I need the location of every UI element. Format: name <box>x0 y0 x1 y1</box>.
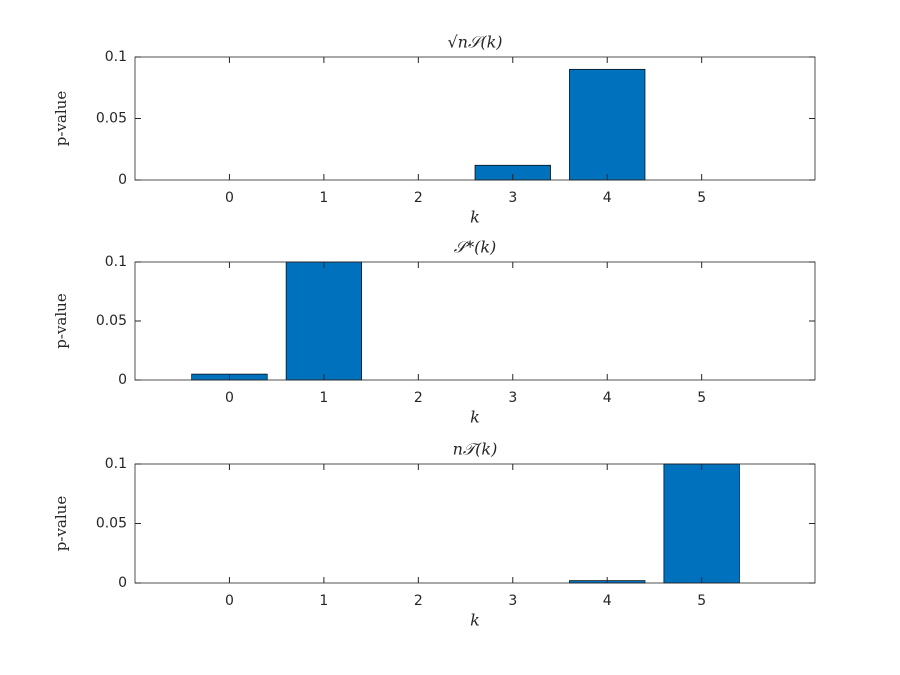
x-tick-label: 1 <box>319 593 328 609</box>
x-axis-label: k <box>470 611 480 630</box>
x-tick-label: 1 <box>319 190 328 206</box>
y-tick-label: 0.05 <box>96 516 127 532</box>
bar <box>663 463 740 584</box>
x-tick-label: 3 <box>508 390 517 406</box>
x-tick-label: 5 <box>697 390 706 406</box>
bar <box>569 68 646 181</box>
y-tick-label: 0.1 <box>105 254 127 270</box>
y-tick-label: 0.05 <box>96 313 127 329</box>
subplot-title: 𝒮*(k) <box>454 238 497 257</box>
x-tick-label: 5 <box>697 190 706 206</box>
y-tick-label: 0 <box>118 172 127 188</box>
bar <box>285 261 363 381</box>
x-tick-label: 0 <box>225 190 234 206</box>
x-tick-label: 4 <box>603 190 612 206</box>
subplot-title: √n𝒮(k) <box>447 33 502 52</box>
y-tick-label: 0.05 <box>96 111 127 127</box>
x-tick-label: 4 <box>603 390 612 406</box>
y-axis-label: p-value <box>52 496 70 552</box>
axes-box <box>134 261 816 381</box>
x-tick-label: 5 <box>697 593 706 609</box>
axes-box <box>134 56 816 181</box>
y-axis-label: p-value <box>52 293 70 349</box>
x-tick-label: 4 <box>603 593 612 609</box>
y-tick-label: 0 <box>118 372 127 388</box>
y-tick-label: 0.1 <box>105 456 127 472</box>
x-axis-label: k <box>470 408 480 427</box>
subplot-title: n𝒯(k) <box>453 440 498 459</box>
x-tick-label: 2 <box>414 593 423 609</box>
y-tick-label: 0.1 <box>105 49 127 65</box>
x-tick-label: 0 <box>225 593 234 609</box>
x-axis-label: k <box>470 208 480 227</box>
y-axis-label: p-value <box>52 91 70 147</box>
x-tick-label: 0 <box>225 390 234 406</box>
x-tick-label: 2 <box>414 190 423 206</box>
x-tick-label: 1 <box>319 390 328 406</box>
x-tick-label: 3 <box>508 593 517 609</box>
x-tick-label: 2 <box>414 390 423 406</box>
y-tick-label: 0 <box>118 575 127 591</box>
x-tick-label: 3 <box>508 190 517 206</box>
